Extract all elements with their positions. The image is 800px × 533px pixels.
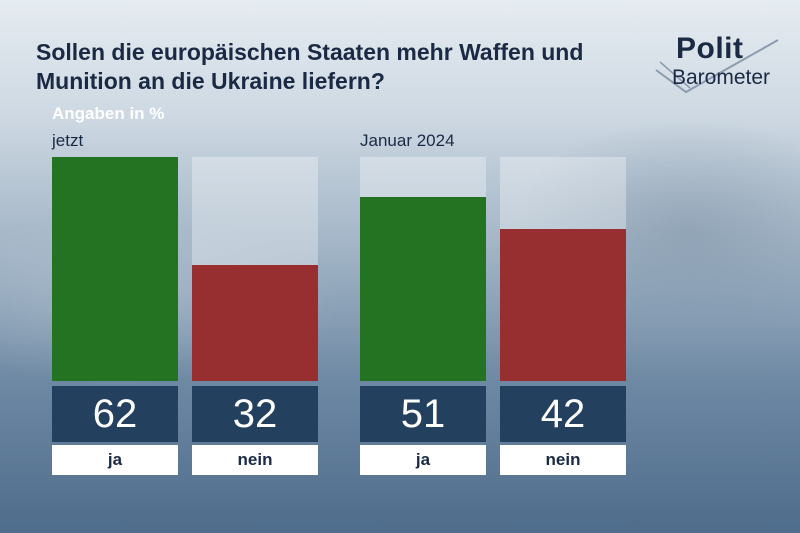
category-label-nein: nein xyxy=(192,445,318,475)
group-label-januar-2024: Januar 2024 xyxy=(360,131,455,150)
bar-nein xyxy=(500,229,626,381)
value-label-nein: 32 xyxy=(192,386,318,442)
checkmark-icon xyxy=(655,39,779,94)
bar-ja xyxy=(52,157,178,381)
group-label-jetzt: jetzt xyxy=(52,131,84,150)
logo-text-polit: Polit xyxy=(676,32,744,65)
value-label-ja: 62 xyxy=(52,386,178,442)
category-label-ja: ja xyxy=(360,445,486,475)
value-label-ja: 51 xyxy=(360,386,486,442)
bar-chart-jetzt: 62 ja 32 nein xyxy=(52,157,318,475)
chart-title: Sollen die europäischen Staaten mehr Waf… xyxy=(36,39,584,94)
bar-chart-januar-2024: 51 ja 42 nein xyxy=(360,157,626,475)
politbarometer-logo: Polit Barometer xyxy=(650,30,790,100)
logo-text-barometer: Barometer xyxy=(672,66,771,89)
bar-ja xyxy=(360,197,486,381)
category-label-ja: ja xyxy=(52,445,178,475)
unit-label: Angaben in % xyxy=(52,104,165,123)
category-label-nein: nein xyxy=(500,445,626,475)
value-label-nein: 42 xyxy=(500,386,626,442)
bar-nein xyxy=(192,265,318,381)
